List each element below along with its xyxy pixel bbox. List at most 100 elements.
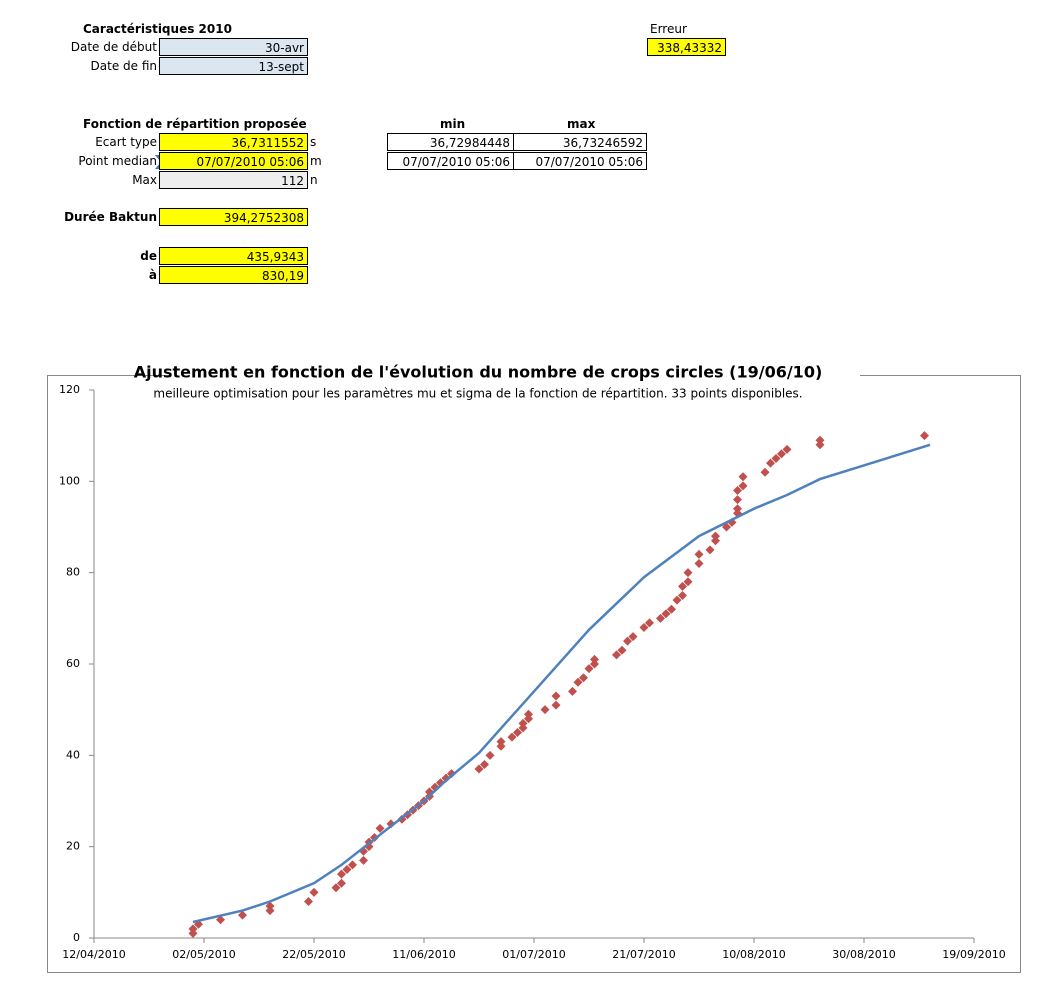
data-point xyxy=(304,896,313,906)
data-point xyxy=(507,732,517,742)
data-point xyxy=(496,737,506,747)
data-point xyxy=(661,609,671,619)
data-point xyxy=(815,435,825,445)
data-point xyxy=(733,485,742,495)
row-label: de xyxy=(140,249,157,263)
data-point xyxy=(188,924,198,934)
cell[interactable]: 112 xyxy=(159,171,308,189)
cell[interactable]: 30-avr xyxy=(159,38,308,56)
x-tick-label: 22/05/2010 xyxy=(282,948,345,961)
data-point xyxy=(524,714,533,724)
data-point xyxy=(386,819,396,829)
data-point xyxy=(579,673,588,683)
data-point xyxy=(733,495,742,505)
data-point xyxy=(705,545,715,555)
cell[interactable]: 36,73246592 xyxy=(513,133,647,151)
data-point xyxy=(733,504,742,514)
data-point xyxy=(656,613,665,623)
data-point xyxy=(238,910,247,920)
data-point xyxy=(766,458,775,468)
cell[interactable]: 830,19 xyxy=(159,266,308,284)
data-point xyxy=(551,691,561,701)
x-tick-label: 12/04/2010 xyxy=(62,948,125,961)
data-point xyxy=(474,764,484,774)
cell[interactable]: 07/07/2010 05:06 xyxy=(387,152,514,170)
data-point xyxy=(738,472,748,482)
cell[interactable]: 435,9343 xyxy=(159,247,308,265)
column-header: max xyxy=(567,117,596,131)
data-point xyxy=(815,440,825,450)
data-point xyxy=(375,823,385,833)
data-point xyxy=(584,664,594,674)
row-label: Date de fin xyxy=(90,59,157,73)
data-point xyxy=(496,741,506,751)
y-tick-label: 100 xyxy=(59,474,80,487)
y-tick-label: 60 xyxy=(66,657,80,670)
data-point xyxy=(645,618,654,628)
x-tick-label: 01/07/2010 xyxy=(502,948,565,961)
title-gap xyxy=(170,366,860,384)
unit: m xyxy=(310,154,322,168)
x-tick-label: 21/07/2010 xyxy=(612,948,675,961)
cell[interactable]: 07/07/2010 05:06 xyxy=(513,152,647,170)
data-point xyxy=(678,581,687,591)
data-point xyxy=(760,467,770,477)
chart-subtitle: meilleure optimisation pour les paramètr… xyxy=(153,387,802,401)
data-point xyxy=(667,604,676,614)
y-tick-label: 80 xyxy=(66,566,80,579)
x-tick-label: 30/08/2010 xyxy=(832,948,895,961)
cell[interactable]: 13-sept xyxy=(159,57,308,75)
data-point xyxy=(348,860,357,870)
cell[interactable]: 394,2752308 xyxy=(159,208,308,226)
row-label: à xyxy=(148,268,157,282)
data-point xyxy=(623,636,632,646)
cell[interactable]: 338,43332 xyxy=(647,38,726,56)
section-title: Fonction de répartition proposée xyxy=(83,117,307,131)
x-tick-label: 02/05/2010 xyxy=(172,948,235,961)
data-point xyxy=(480,759,489,769)
row-label: Date de début xyxy=(70,40,157,54)
data-point xyxy=(612,650,621,660)
data-point xyxy=(551,700,561,710)
cell[interactable]: 36,72984448 xyxy=(387,133,514,151)
data-point xyxy=(711,531,720,541)
row-label: Max xyxy=(132,173,157,187)
data-point xyxy=(441,773,451,783)
data-point xyxy=(694,549,704,559)
data-point xyxy=(216,915,225,925)
data-point xyxy=(573,677,583,687)
data-point xyxy=(568,686,577,696)
data-point xyxy=(639,622,649,632)
data-point xyxy=(265,901,275,911)
data-point xyxy=(771,454,781,463)
row-label: Ecart type xyxy=(95,135,157,149)
data-point xyxy=(188,928,198,938)
data-point xyxy=(678,591,687,600)
chart-title: Ajustement en fonction de l'évolution du… xyxy=(134,363,823,382)
x-tick-label: 10/08/2010 xyxy=(722,948,785,961)
data-point xyxy=(337,869,346,879)
unit: n xyxy=(310,173,318,187)
cell[interactable]: 07/07/2010 05:06 xyxy=(159,152,308,170)
data-point xyxy=(337,878,346,888)
data-point xyxy=(265,906,275,916)
column-header: min xyxy=(440,117,466,131)
data-point xyxy=(447,769,456,779)
data-point xyxy=(513,728,522,737)
data-point xyxy=(524,709,533,719)
data-point xyxy=(518,723,528,733)
data-point xyxy=(359,855,368,865)
row-label: Point median xyxy=(78,154,157,168)
cell[interactable]: 36,7311552 xyxy=(159,133,308,151)
data-point xyxy=(694,559,704,569)
sheet-title: Caractéristiques 2010 xyxy=(83,22,232,36)
data-point xyxy=(777,449,786,459)
y-tick-label: 20 xyxy=(66,840,80,853)
data-point xyxy=(683,577,693,587)
data-point xyxy=(683,568,693,578)
row-label: Durée Baktun xyxy=(64,210,157,224)
data-point xyxy=(540,705,550,715)
y-tick-label: 120 xyxy=(59,383,80,396)
